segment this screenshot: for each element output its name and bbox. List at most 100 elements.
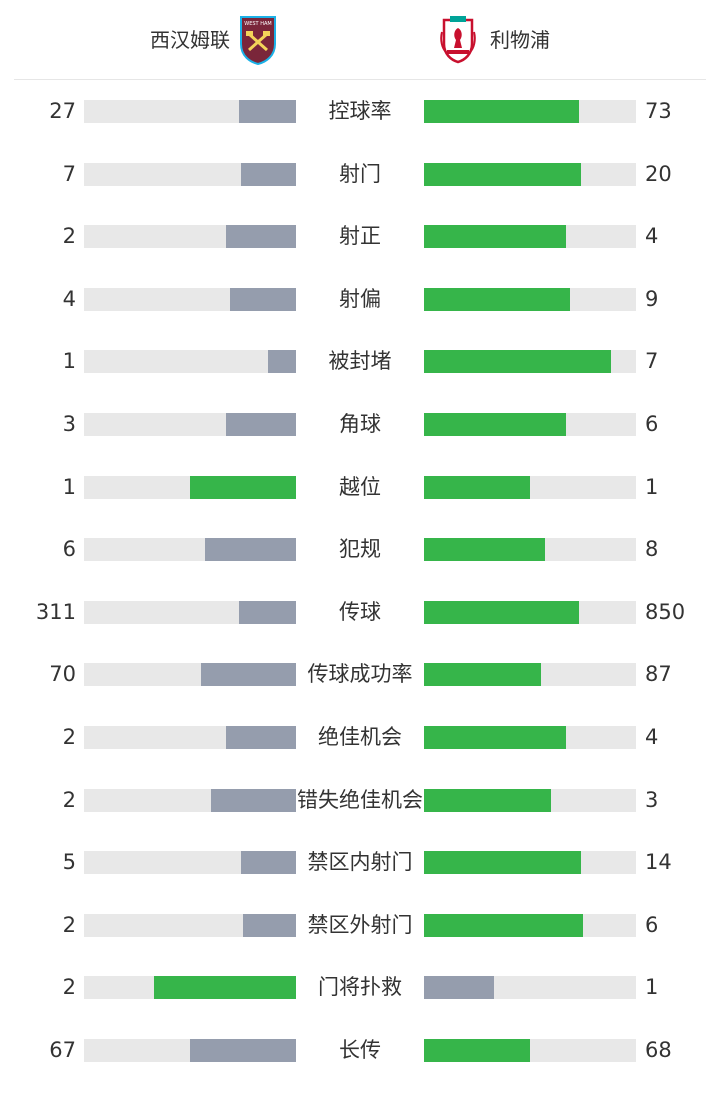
- away-stat-bar-fill: [424, 663, 541, 687]
- liverpool-crest-icon: [438, 14, 478, 66]
- stat-row: 7 射门 20: [0, 143, 720, 206]
- home-stat-bar-track: [84, 100, 296, 123]
- home-stat-bar-fill: [230, 287, 296, 311]
- stat-row: 27 控球率 73: [0, 80, 720, 143]
- home-stat-value: 311: [35, 599, 76, 624]
- away-stat-bar-fill: [424, 600, 579, 624]
- match-header: 西汉姆联 WEST HAM 利物浦: [0, 0, 720, 80]
- away-stat-value: 6: [645, 412, 659, 436]
- stat-row: 2 射正 4: [0, 205, 720, 268]
- home-stat-value: 7: [62, 161, 76, 186]
- away-stat-bar-fill: [424, 350, 611, 374]
- home-stat-value: 2: [62, 725, 76, 749]
- stat-row: 2 门将扑救 1: [0, 956, 720, 1019]
- away-stat-value: 4: [645, 725, 659, 749]
- home-stat-bar-track: [84, 851, 296, 875]
- away-stat-bar-fill: [424, 851, 581, 875]
- away-stat-value: 1: [645, 975, 659, 1000]
- home-stat-value: 5: [62, 850, 76, 875]
- stat-row: 2 绝佳机会 4: [0, 706, 720, 769]
- home-stat-bar-track: [84, 913, 296, 937]
- away-stat-value: 14: [645, 850, 672, 875]
- stat-row: 2 错失绝佳机会 3: [0, 769, 720, 832]
- away-stat-value: 1: [645, 474, 659, 499]
- stat-row: 311 传球 850: [0, 581, 720, 644]
- away-stat-value: 7: [645, 349, 659, 374]
- home-stat-bar-fill: [211, 788, 296, 812]
- home-stat-bar-track: [84, 600, 296, 624]
- away-stat-bar-fill: [424, 538, 545, 562]
- away-stat-bar-track: [424, 600, 636, 624]
- away-stat-bar-track: [424, 225, 636, 249]
- home-stat-bar-track: [84, 287, 296, 311]
- away-stat-bar-fill: [424, 913, 583, 937]
- home-stat-bar-fill: [190, 1039, 296, 1062]
- stat-row: 1 被封堵 7: [0, 330, 720, 393]
- away-team[interactable]: 利物浦: [438, 0, 550, 80]
- stat-row: 70 传球成功率 87: [0, 643, 720, 706]
- stat-row: 2 禁区外射门 6: [0, 894, 720, 957]
- away-stat-value: 87: [645, 662, 672, 687]
- home-stat-value: 27: [49, 99, 76, 123]
- away-stat-bar-track: [424, 663, 636, 687]
- stat-label: 被封堵: [328, 349, 392, 374]
- home-stat-bar-track: [84, 976, 296, 1000]
- home-stat-value: 67: [49, 1038, 76, 1062]
- away-stat-bar-track: [424, 851, 636, 875]
- west-ham-crest-icon: WEST HAM: [238, 14, 278, 66]
- stat-label: 门将扑救: [318, 975, 402, 1000]
- away-stat-bar-track: [424, 788, 636, 812]
- stat-label: 角球: [339, 412, 381, 436]
- svg-text:WEST HAM: WEST HAM: [244, 21, 271, 27]
- stat-row: 4 射偏 9: [0, 268, 720, 331]
- away-stat-bar-track: [424, 100, 636, 123]
- stat-label: 错失绝佳机会: [297, 787, 423, 812]
- home-stat-value: 3: [62, 412, 76, 436]
- away-team-name: 利物浦: [490, 28, 550, 52]
- home-stat-bar-fill: [200, 663, 296, 687]
- home-stat-bar-track: [84, 225, 296, 249]
- home-stat-bar-fill: [240, 851, 296, 875]
- away-stat-value: 8: [645, 537, 659, 562]
- stat-label: 射正: [339, 224, 381, 249]
- home-stat-bar-fill: [153, 976, 296, 1000]
- away-stat-bar-track: [424, 350, 636, 374]
- home-stat-bar-track: [84, 1039, 296, 1062]
- header-divider: [14, 79, 706, 80]
- away-stat-value: 73: [645, 99, 672, 123]
- away-stat-value: 850: [645, 599, 686, 624]
- away-stat-bar-fill: [424, 225, 567, 249]
- stat-label: 传球成功率: [307, 662, 413, 687]
- stat-label: 禁区外射门: [307, 912, 413, 937]
- home-stat-bar-track: [84, 350, 296, 374]
- away-stat-bar-fill: [424, 162, 581, 186]
- away-stat-bar-track: [424, 726, 636, 749]
- away-stat-bar-fill: [424, 100, 579, 123]
- home-stat-value: 2: [62, 787, 76, 812]
- away-stat-bar-track: [424, 913, 636, 937]
- away-stat-bar-fill: [424, 413, 567, 436]
- home-stat-bar-track: [84, 726, 296, 749]
- home-team[interactable]: 西汉姆联 WEST HAM: [150, 0, 278, 80]
- stat-label: 长传: [339, 1038, 381, 1062]
- stat-label: 越位: [339, 474, 381, 499]
- home-stat-value: 2: [62, 224, 76, 249]
- stat-row: 67 长传 68: [0, 1019, 720, 1082]
- home-stat-bar-fill: [238, 600, 296, 624]
- home-stat-bar-fill: [226, 726, 296, 749]
- home-stat-value: 6: [62, 537, 76, 562]
- away-stat-bar-fill: [424, 726, 567, 749]
- away-stat-bar-track: [424, 413, 636, 436]
- home-stat-value: 2: [62, 912, 76, 937]
- away-stat-bar-track: [424, 538, 636, 562]
- home-stat-bar-fill: [204, 538, 296, 562]
- away-stat-value: 6: [645, 912, 659, 937]
- home-stat-value: 2: [62, 975, 76, 1000]
- home-stat-bar-fill: [190, 475, 296, 499]
- home-stat-bar-track: [84, 538, 296, 562]
- home-stat-bar-track: [84, 475, 296, 499]
- stat-label: 绝佳机会: [318, 725, 402, 749]
- home-stat-bar-track: [84, 413, 296, 436]
- home-team-name: 西汉姆联: [150, 28, 230, 52]
- stat-row: 6 犯规 8: [0, 518, 720, 581]
